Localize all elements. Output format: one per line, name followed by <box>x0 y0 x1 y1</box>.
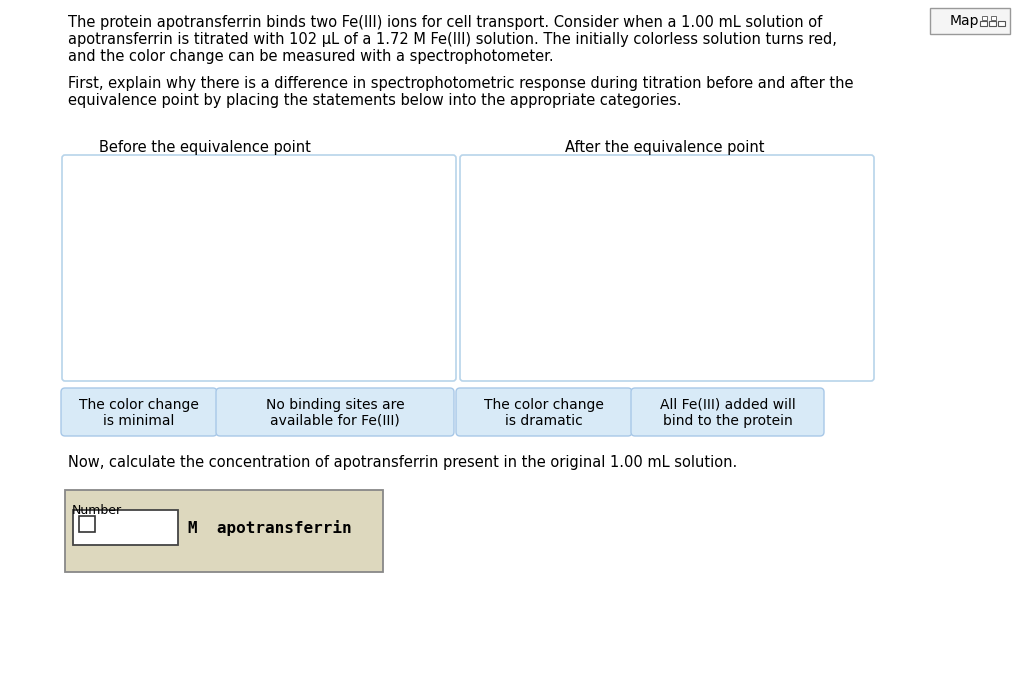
Bar <box>989 21 996 26</box>
Text: The color change: The color change <box>79 398 198 412</box>
FancyBboxPatch shape <box>631 388 824 436</box>
Text: The protein apotransferrin binds two Fe(III) ions for cell transport. Consider w: The protein apotransferrin binds two Fe(… <box>68 15 822 30</box>
Text: No binding sites are: No binding sites are <box>266 398 404 412</box>
FancyBboxPatch shape <box>61 388 217 436</box>
FancyBboxPatch shape <box>62 155 456 381</box>
Bar <box>991 16 996 20</box>
Text: apotransferrin is titrated with 102 μL of a 1.72 M Fe(III) solution. The initial: apotransferrin is titrated with 102 μL o… <box>68 32 837 47</box>
Text: Now, calculate the concentration of apotransferrin present in the original 1.00 : Now, calculate the concentration of apot… <box>68 455 738 470</box>
Text: equivalence point by placing the statements below into the appropriate categorie: equivalence point by placing the stateme… <box>68 93 681 108</box>
FancyBboxPatch shape <box>216 388 454 436</box>
FancyBboxPatch shape <box>456 388 632 436</box>
Text: available for Fe(III): available for Fe(III) <box>270 414 400 428</box>
Text: M  apotransferrin: M apotransferrin <box>188 520 352 535</box>
Bar <box>982 16 987 20</box>
Bar <box>79 516 95 532</box>
FancyBboxPatch shape <box>930 8 1010 34</box>
FancyBboxPatch shape <box>65 490 383 572</box>
Text: Before the equivalence point: Before the equivalence point <box>99 140 311 155</box>
Text: All Fe(III) added will: All Fe(III) added will <box>660 398 795 412</box>
Text: bind to the protein: bind to the protein <box>663 414 793 428</box>
Text: The color change: The color change <box>484 398 604 412</box>
Text: is dramatic: is dramatic <box>505 414 583 428</box>
FancyBboxPatch shape <box>73 510 178 545</box>
Text: First, explain why there is a difference in spectrophotometric response during t: First, explain why there is a difference… <box>68 76 853 91</box>
FancyBboxPatch shape <box>460 155 874 381</box>
Text: Map: Map <box>950 14 979 28</box>
Text: and the color change can be measured with a spectrophotometer.: and the color change can be measured wit… <box>68 49 553 64</box>
Text: Number: Number <box>72 504 122 517</box>
Text: After the equivalence point: After the equivalence point <box>566 140 765 155</box>
Text: is minimal: is minimal <box>103 414 175 428</box>
Bar <box>998 21 1005 26</box>
Bar <box>980 21 987 26</box>
